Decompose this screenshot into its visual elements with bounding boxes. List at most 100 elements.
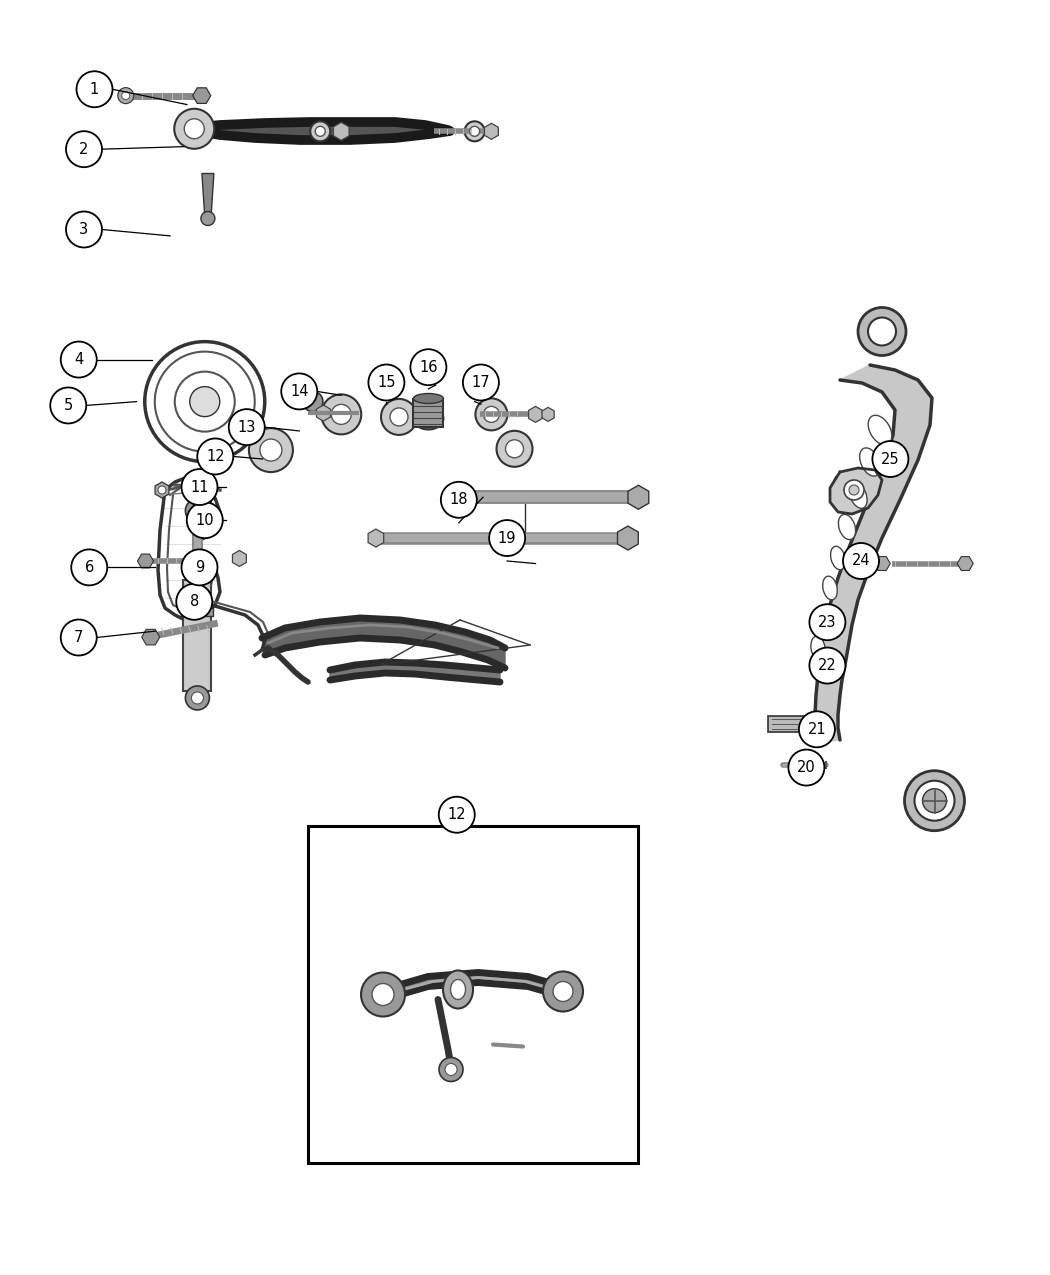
- Bar: [414, 399, 443, 427]
- Text: 3: 3: [80, 222, 88, 237]
- Circle shape: [844, 479, 864, 500]
- Ellipse shape: [249, 428, 293, 472]
- Circle shape: [439, 1057, 463, 1081]
- Ellipse shape: [860, 448, 880, 476]
- Circle shape: [197, 439, 233, 474]
- Ellipse shape: [184, 119, 205, 139]
- Bar: [768, 717, 812, 732]
- Circle shape: [411, 349, 446, 385]
- Circle shape: [810, 604, 845, 640]
- Circle shape: [50, 388, 86, 423]
- Circle shape: [873, 441, 908, 477]
- Text: 4: 4: [75, 352, 83, 367]
- Text: 12: 12: [206, 449, 225, 464]
- Text: 21: 21: [807, 722, 826, 737]
- Circle shape: [61, 620, 97, 655]
- Ellipse shape: [414, 394, 443, 403]
- Circle shape: [372, 983, 394, 1006]
- Ellipse shape: [831, 546, 845, 570]
- Circle shape: [229, 409, 265, 445]
- Ellipse shape: [483, 407, 500, 422]
- Ellipse shape: [816, 606, 831, 630]
- Ellipse shape: [505, 440, 524, 458]
- Text: 13: 13: [237, 419, 256, 435]
- Text: 2: 2: [80, 142, 88, 157]
- Ellipse shape: [443, 970, 472, 1009]
- Circle shape: [441, 482, 477, 518]
- Polygon shape: [262, 618, 505, 668]
- Circle shape: [915, 780, 954, 821]
- Text: 15: 15: [377, 375, 396, 390]
- Circle shape: [201, 212, 215, 226]
- Text: 19: 19: [498, 530, 517, 546]
- Bar: [308, 826, 638, 1163]
- Polygon shape: [202, 173, 214, 218]
- Polygon shape: [383, 973, 563, 1000]
- Circle shape: [789, 750, 824, 785]
- Circle shape: [191, 692, 204, 704]
- Text: 14: 14: [290, 384, 309, 399]
- Polygon shape: [190, 122, 450, 140]
- Ellipse shape: [321, 394, 361, 435]
- Text: 20: 20: [797, 760, 816, 775]
- Ellipse shape: [315, 126, 326, 136]
- Circle shape: [543, 972, 583, 1011]
- Ellipse shape: [414, 408, 443, 430]
- Ellipse shape: [331, 404, 352, 425]
- Circle shape: [369, 365, 404, 400]
- Ellipse shape: [476, 398, 507, 431]
- Text: 10: 10: [195, 513, 214, 528]
- Text: 23: 23: [818, 615, 837, 630]
- Circle shape: [66, 212, 102, 247]
- Circle shape: [281, 374, 317, 409]
- Ellipse shape: [811, 636, 825, 660]
- Circle shape: [843, 543, 879, 579]
- Ellipse shape: [260, 439, 281, 462]
- Text: 5: 5: [64, 398, 72, 413]
- Text: 7: 7: [75, 630, 83, 645]
- Bar: [184, 580, 211, 691]
- Circle shape: [923, 789, 946, 812]
- Text: 1: 1: [90, 82, 99, 97]
- Polygon shape: [330, 662, 500, 682]
- Ellipse shape: [174, 108, 214, 149]
- Circle shape: [489, 520, 525, 556]
- Circle shape: [858, 307, 906, 356]
- Circle shape: [118, 88, 133, 103]
- Circle shape: [868, 317, 896, 346]
- Text: 6: 6: [85, 560, 93, 575]
- Text: 11: 11: [190, 479, 209, 495]
- Text: 17: 17: [471, 375, 490, 390]
- Ellipse shape: [848, 482, 867, 509]
- Circle shape: [191, 505, 204, 516]
- Ellipse shape: [469, 126, 480, 136]
- Circle shape: [190, 386, 219, 417]
- Circle shape: [445, 1063, 457, 1076]
- Ellipse shape: [450, 979, 465, 1000]
- Circle shape: [61, 342, 97, 377]
- Circle shape: [187, 502, 223, 538]
- Circle shape: [158, 486, 166, 493]
- Bar: [182, 608, 213, 616]
- Text: 12: 12: [447, 807, 466, 822]
- Ellipse shape: [310, 121, 331, 142]
- Circle shape: [553, 982, 573, 1001]
- Circle shape: [122, 92, 130, 99]
- Ellipse shape: [497, 431, 532, 467]
- Text: 8: 8: [190, 594, 198, 609]
- Circle shape: [361, 973, 405, 1016]
- Ellipse shape: [390, 408, 408, 426]
- Text: 16: 16: [419, 360, 438, 375]
- Circle shape: [77, 71, 112, 107]
- Ellipse shape: [823, 576, 837, 599]
- Circle shape: [302, 391, 323, 412]
- Circle shape: [182, 550, 217, 585]
- Polygon shape: [815, 365, 932, 742]
- Ellipse shape: [868, 416, 891, 445]
- Circle shape: [463, 365, 499, 400]
- Polygon shape: [830, 468, 882, 514]
- Text: 24: 24: [852, 553, 870, 569]
- Text: 25: 25: [881, 451, 900, 467]
- Text: 9: 9: [195, 560, 204, 575]
- Circle shape: [186, 499, 209, 523]
